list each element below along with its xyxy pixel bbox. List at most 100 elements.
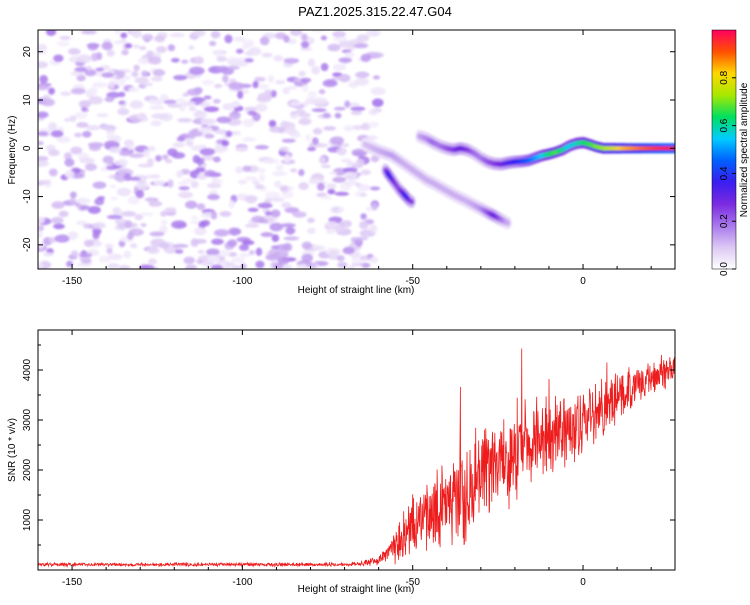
noise-blob [38, 141, 44, 146]
noise-blob [254, 145, 269, 150]
noise-blob [353, 236, 369, 241]
snr-axes: -150 -100 -50 0 1000 2000 3000 4000 [22, 330, 675, 588]
noise-blob [201, 155, 215, 161]
noise-blob [347, 265, 356, 269]
noise-blob [186, 88, 202, 96]
noise-blob [134, 77, 149, 84]
noise-blob [252, 180, 260, 185]
noise-blob [225, 130, 233, 138]
noise-blob [283, 236, 300, 241]
noise-blob [113, 160, 129, 166]
noise-blob [355, 158, 365, 166]
noise-blob [182, 178, 196, 183]
noise-blob [242, 165, 252, 172]
noise-blob [149, 231, 165, 237]
noise-blob [210, 31, 221, 39]
noise-blob [160, 219, 168, 225]
noise-blob [106, 214, 123, 220]
noise-blob [188, 106, 197, 112]
noise-blob [176, 170, 184, 178]
spectrogram-ylabel: Frequency (Hz) [7, 116, 18, 185]
noise-blob [337, 261, 348, 268]
noise-blob [342, 167, 358, 173]
noise-blob [338, 40, 353, 48]
noise-blob [76, 74, 86, 82]
noise-blob [296, 263, 308, 269]
noise-blob [69, 115, 77, 122]
y-tick-label: 10 [22, 94, 33, 106]
noise-blob [334, 191, 350, 196]
noise-blob [333, 224, 345, 233]
noise-blob [101, 125, 117, 131]
noise-blob [298, 112, 311, 118]
noise-blob [301, 84, 309, 92]
noise-blob [369, 256, 379, 264]
noise-blob [334, 112, 342, 119]
noise-blob [144, 197, 159, 202]
noise-blob [326, 183, 337, 190]
noise-blob [148, 258, 157, 265]
noise-blob [159, 93, 169, 101]
noise-blob [307, 217, 315, 223]
noise-blob [273, 262, 284, 269]
x-tick-label: -100 [232, 577, 252, 588]
spectrogram-frame [37, 29, 676, 270]
noise-blob [214, 83, 223, 89]
noise-blob [340, 220, 352, 228]
noise-blob [38, 242, 45, 249]
noise-blob [163, 99, 177, 105]
noise-blob [91, 52, 98, 62]
noise-blob [102, 155, 114, 164]
noise-blob [167, 44, 176, 52]
noise-blob [195, 110, 204, 115]
noise-blob [79, 157, 95, 164]
noise-blob [159, 242, 170, 249]
noise-blob [369, 52, 384, 59]
noise-blob [209, 40, 217, 47]
noise-blob [242, 137, 257, 142]
noise-blob [348, 80, 359, 89]
noise-blob [316, 182, 325, 191]
noise-blob [280, 184, 290, 193]
noise-blob [338, 73, 351, 83]
noise-blob [313, 245, 326, 251]
noise-blob [106, 49, 115, 57]
noise-blob [48, 87, 55, 95]
noise-blob [81, 106, 88, 112]
noise-blob [51, 216, 64, 224]
noise-blob [311, 65, 320, 75]
noise-blob [279, 146, 290, 152]
noise-blob [113, 70, 126, 77]
noise-blob [237, 179, 248, 185]
noise-blob [124, 220, 133, 229]
noise-blob [231, 256, 246, 264]
noise-blob [87, 206, 101, 214]
noise-blob [257, 219, 269, 224]
noise-blob [298, 70, 306, 77]
spectrogram-panel: -150 -100 -50 0 20 10 0 -10 -20 Height of straig… [7, 29, 676, 296]
noise-blob [351, 125, 365, 131]
y-tick-label: 20 [22, 46, 33, 58]
noise-blob [117, 223, 126, 229]
noise-blob [151, 113, 168, 120]
noise-blob [83, 239, 94, 247]
noise-blob [274, 79, 286, 85]
noise-blob [154, 98, 163, 106]
noise-blob [195, 167, 206, 173]
noise-blob [328, 249, 339, 258]
noise-blob [257, 202, 273, 209]
noise-blob [63, 152, 72, 160]
noise-blob [108, 146, 123, 154]
noise-blob [155, 154, 162, 162]
noise-blob [307, 146, 316, 152]
noise-blob [147, 56, 162, 65]
noise-blob [162, 154, 169, 160]
noise-blob [312, 127, 323, 135]
noise-blob [289, 101, 303, 107]
noise-blob [320, 35, 327, 41]
noise-blob [322, 79, 338, 88]
noise-blob [38, 160, 49, 167]
noise-blob [228, 227, 241, 236]
noise-blob [92, 231, 100, 240]
